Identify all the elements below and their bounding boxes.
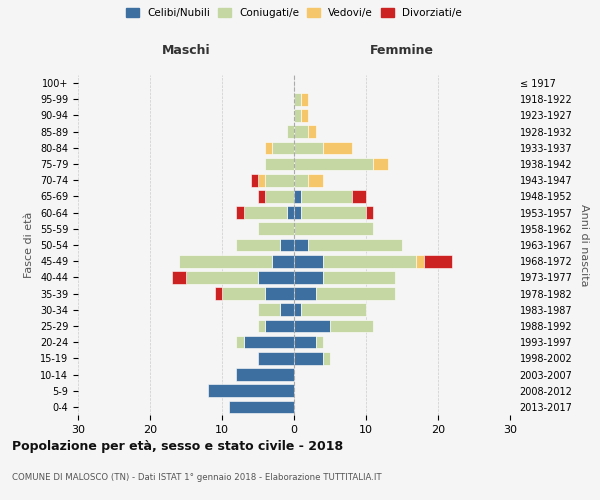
Bar — [236, 368, 294, 381]
Bar — [265, 142, 272, 154]
Bar — [258, 320, 265, 332]
Bar — [366, 206, 373, 219]
Bar — [251, 174, 258, 186]
Text: Femmine: Femmine — [370, 44, 434, 57]
Bar — [323, 352, 330, 364]
Bar — [424, 255, 452, 268]
Bar — [258, 190, 265, 202]
Bar — [272, 255, 294, 268]
Bar — [308, 174, 323, 186]
Bar — [294, 174, 308, 186]
Text: COMUNE DI MALOSCO (TN) - Dati ISTAT 1° gennaio 2018 - Elaborazione TUTTITALIA.IT: COMUNE DI MALOSCO (TN) - Dati ISTAT 1° g… — [12, 473, 382, 482]
Bar — [373, 158, 388, 170]
Bar — [294, 271, 323, 283]
Bar — [265, 320, 294, 332]
Bar — [294, 304, 301, 316]
Bar — [301, 304, 366, 316]
Text: Popolazione per età, sesso e stato civile - 2018: Popolazione per età, sesso e stato civil… — [12, 440, 343, 453]
Bar — [258, 271, 294, 283]
Bar — [301, 109, 308, 122]
Bar — [258, 222, 294, 235]
Bar — [208, 384, 294, 397]
Bar — [294, 206, 301, 219]
Bar — [308, 238, 402, 252]
Bar — [323, 255, 416, 268]
Bar — [244, 336, 294, 348]
Bar — [265, 190, 294, 202]
Bar — [294, 109, 301, 122]
Bar — [258, 174, 265, 186]
Bar — [280, 304, 294, 316]
Bar — [265, 174, 294, 186]
Bar — [294, 238, 308, 252]
Legend: Celibi/Nubili, Coniugati/e, Vedovi/e, Divorziati/e: Celibi/Nubili, Coniugati/e, Vedovi/e, Di… — [126, 8, 462, 18]
Bar — [323, 271, 395, 283]
Bar — [294, 158, 373, 170]
Bar — [236, 238, 280, 252]
Bar — [294, 93, 301, 106]
Bar — [416, 255, 424, 268]
Bar — [287, 126, 294, 138]
Bar — [308, 126, 316, 138]
Bar — [265, 158, 294, 170]
Bar — [244, 206, 287, 219]
Bar — [258, 352, 294, 364]
Bar — [265, 288, 294, 300]
Bar — [294, 255, 323, 268]
Bar — [294, 320, 330, 332]
Y-axis label: Anni di nascita: Anni di nascita — [579, 204, 589, 286]
Bar — [215, 288, 222, 300]
Bar — [172, 271, 186, 283]
Bar — [280, 238, 294, 252]
Bar — [316, 336, 323, 348]
Bar — [294, 288, 316, 300]
Bar — [301, 190, 352, 202]
Bar — [294, 142, 323, 154]
Bar — [316, 288, 395, 300]
Bar — [323, 142, 352, 154]
Bar — [179, 255, 272, 268]
Bar — [229, 400, 294, 413]
Text: Maschi: Maschi — [161, 44, 211, 57]
Bar — [294, 222, 373, 235]
Y-axis label: Fasce di età: Fasce di età — [25, 212, 34, 278]
Bar — [330, 320, 373, 332]
Bar — [294, 336, 316, 348]
Bar — [294, 190, 301, 202]
Bar — [301, 93, 308, 106]
Bar — [294, 352, 323, 364]
Bar — [294, 126, 308, 138]
Bar — [186, 271, 258, 283]
Bar — [236, 206, 244, 219]
Bar — [222, 288, 265, 300]
Bar — [272, 142, 294, 154]
Bar — [352, 190, 366, 202]
Bar — [236, 336, 244, 348]
Bar — [301, 206, 366, 219]
Bar — [258, 304, 280, 316]
Bar — [287, 206, 294, 219]
